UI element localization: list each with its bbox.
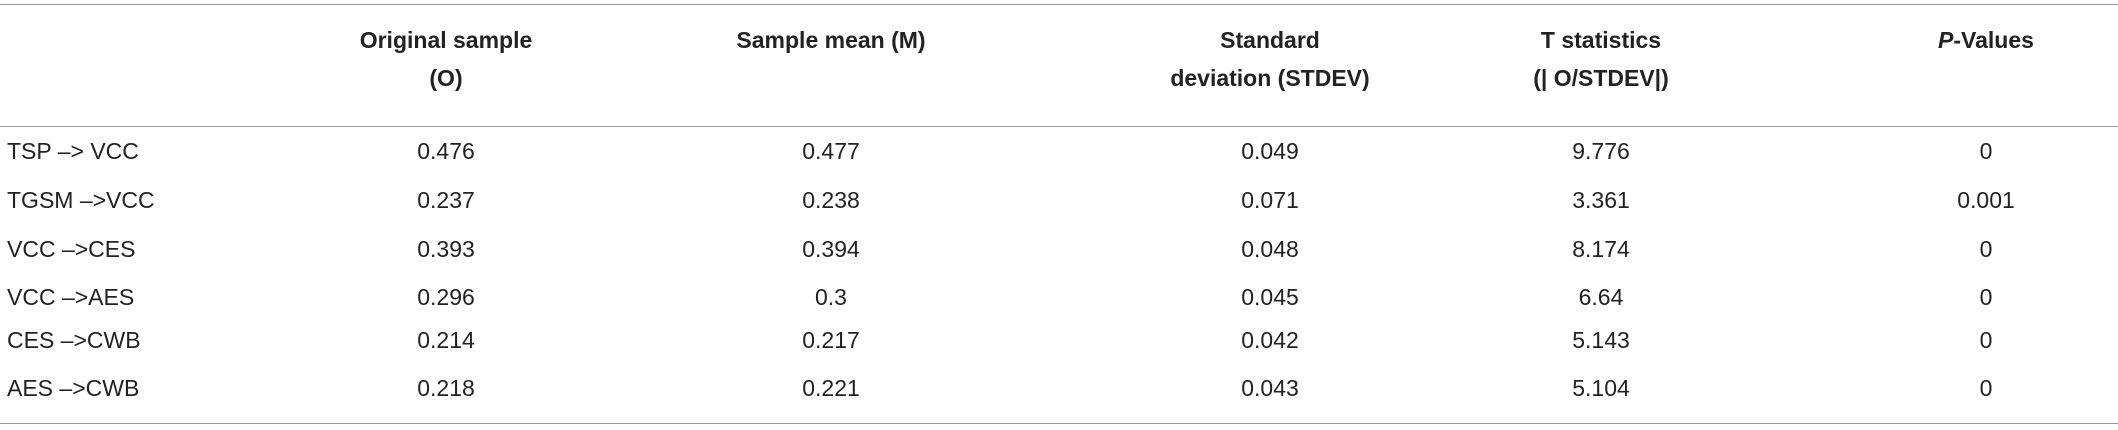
table-cell: 0.042 <box>1241 327 1299 353</box>
column-header: Sample mean (M) <box>736 27 926 53</box>
table-cell: 0.3 <box>815 284 847 310</box>
table-cell: 9.776 <box>1572 138 1630 164</box>
row-label: TGSM –>VCC <box>7 187 155 213</box>
column-header: Original sample <box>359 27 533 53</box>
row-label: TSP –> VCC <box>7 138 139 164</box>
table-cell: 0.237 <box>417 187 475 213</box>
header-italic: P <box>1938 27 1954 53</box>
table-cell: 0 <box>1979 284 1993 310</box>
column-header: Standard <box>1220 27 1320 53</box>
table-cell: 0.049 <box>1241 138 1299 164</box>
table-cell: 0.001 <box>1957 187 2015 213</box>
table-cell: 0.296 <box>417 284 475 310</box>
table-cell: 5.143 <box>1572 327 1630 353</box>
column-header: P-Values <box>1816 26 2118 54</box>
table-cell: 8.174 <box>1572 236 1630 262</box>
table-cell: 0.221 <box>802 375 860 401</box>
table-cell: 0.043 <box>1241 375 1299 401</box>
table-cell: 0 <box>1979 236 1993 262</box>
header-text: -Values <box>1953 27 2034 53</box>
table-cell: 0.393 <box>417 236 475 262</box>
bottom-rule <box>0 423 2118 424</box>
row-label: AES –>CWB <box>7 375 140 401</box>
table-cell: 0.214 <box>417 327 475 353</box>
table-cell: 5.104 <box>1572 375 1630 401</box>
table-cell: 0.045 <box>1241 284 1299 310</box>
row-label: CES –>CWB <box>7 327 141 353</box>
row-label: VCC –>CES <box>7 236 136 262</box>
table-cell: 0.218 <box>417 375 475 401</box>
column-header: (O) <box>429 65 463 91</box>
table-cell: 0.476 <box>417 138 475 164</box>
table-cell: 6.64 <box>1578 284 1624 310</box>
column-header: (| O/STDEV|) <box>1533 65 1669 91</box>
table-cell: 0.477 <box>802 138 860 164</box>
table-cell: 0.217 <box>802 327 860 353</box>
table-cell: 3.361 <box>1572 187 1630 213</box>
table-cell: 0.071 <box>1241 187 1299 213</box>
table-cell: 0 <box>1979 375 1993 401</box>
top-rule <box>0 4 2118 5</box>
row-label: VCC –>AES <box>7 284 135 310</box>
table-cell: 0.394 <box>802 236 860 262</box>
column-header: deviation (STDEV) <box>1170 65 1370 91</box>
table-cell: 0.048 <box>1241 236 1299 262</box>
column-header: T statistics <box>1540 27 1662 53</box>
table-cell: 0.238 <box>802 187 860 213</box>
table-cell: 0 <box>1979 138 1993 164</box>
header-rule <box>0 126 2118 127</box>
table-cell: 0 <box>1979 327 1993 353</box>
